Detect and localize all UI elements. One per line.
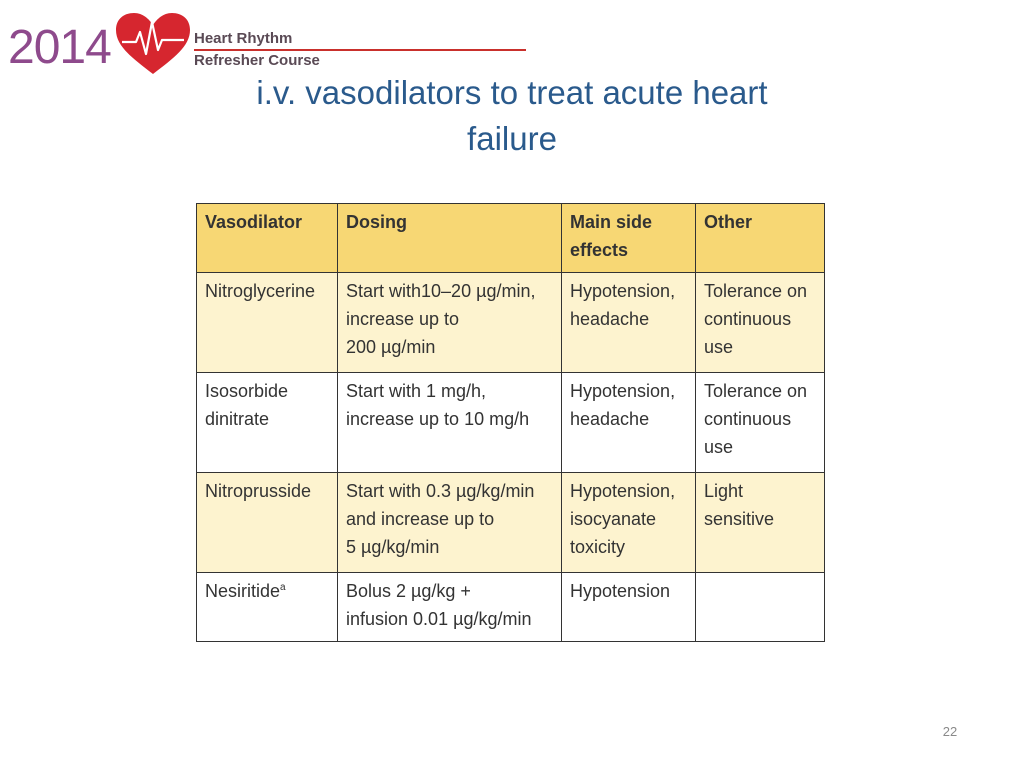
cell-text: Hypotension, [570, 281, 676, 301]
header-other-text: Other [704, 212, 753, 232]
logo-text-refresher-course: Refresher Course [194, 52, 320, 69]
logo-year: 2014 [8, 21, 112, 74]
footnote-marker: a [280, 582, 286, 593]
cell-text: sensitive [704, 509, 775, 529]
cell-side-effects: Hypotension, headache [561, 372, 696, 473]
cell-vasodilator: Nitroprusside [196, 472, 338, 573]
table-row: Nitroprusside Start with 0.3 µg/kg/min a… [196, 472, 825, 573]
cell-dosing: Start with10–20 µg/min, increase up to 2… [337, 272, 562, 373]
cell-text: use [704, 437, 734, 457]
cell-text: headache [570, 409, 650, 429]
table-row: Nitroglycerine Start with10–20 µg/min, i… [196, 272, 825, 373]
cell-text: dinitrate [205, 409, 270, 429]
cell-text: continuous [704, 309, 792, 329]
cell-text-line: Nesiritidea [205, 577, 331, 605]
header-other: Other [695, 203, 825, 273]
vasodilators-table: Vasodilator Dosing Main side effects Oth… [196, 203, 825, 642]
cell-other [695, 572, 825, 642]
cell-text: Start with 0.3 µg/kg/min [346, 481, 535, 501]
header-vasodilator-text: Vasodilator [205, 212, 303, 232]
cell-text: Tolerance on [704, 281, 808, 301]
cell-text: Nitroglycerine [205, 281, 316, 301]
header-dosing: Dosing [337, 203, 562, 273]
cell-side-effects: Hypotension [561, 572, 696, 642]
cell-vasodilator: Nitroglycerine [196, 272, 338, 373]
table-row: Isosorbide dinitrate Start with 1 mg/h, … [196, 372, 825, 473]
table-row: Nesiritidea Bolus 2 µg/kg + infusion 0.0… [196, 572, 825, 642]
header-main-side-effects: Main side effects [561, 203, 696, 273]
cell-text: isocyanate [570, 509, 657, 529]
header-side-effects-line-1: Main side [570, 212, 653, 232]
cell-text: continuous [704, 409, 792, 429]
cell-text: Hypotension, [570, 381, 676, 401]
heart-rhythm-logo-icon [116, 13, 190, 74]
cell-dosing: Bolus 2 µg/kg + infusion 0.01 µg/kg/min [337, 572, 562, 642]
cell-dosing: Start with 0.3 µg/kg/min and increase up… [337, 472, 562, 573]
logo-text-heart-rhythm: Heart Rhythm [194, 30, 293, 47]
course-logo: 2014 Heart Rhythm Refresher Course [8, 8, 528, 78]
header-side-effects-line-2: effects [570, 240, 629, 260]
table-header-row: Vasodilator Dosing Main side effects Oth… [196, 203, 825, 273]
cell-text: use [704, 337, 734, 357]
slide-title-line-2: failure [467, 120, 557, 157]
page-number: 22 [942, 724, 958, 739]
cell-text: Tolerance on [704, 381, 808, 401]
cell-vasodilator: Nesiritidea [196, 572, 338, 642]
cell-text: increase up to [346, 309, 460, 329]
logo-divider [194, 49, 526, 51]
slide-title: i.v. vasodilators to treat acute heart f… [212, 70, 812, 162]
cell-text: 200 µg/min [346, 337, 436, 357]
cell-side-effects: Hypotension, headache [561, 272, 696, 373]
cell-text: and increase up to [346, 509, 495, 529]
cell-text: increase up to 10 mg/h [346, 409, 530, 429]
cell-other: Tolerance on continuous use [695, 272, 825, 373]
cell-vasodilator: Isosorbide dinitrate [196, 372, 338, 473]
cell-other: Light sensitive [695, 472, 825, 573]
cell-text: infusion 0.01 µg/kg/min [346, 609, 532, 629]
cell-text: headache [570, 309, 650, 329]
cell-text: Nesiritide [205, 581, 281, 601]
cell-side-effects: Hypotension, isocyanate toxicity [561, 472, 696, 573]
cell-text: Bolus 2 µg/kg + [346, 581, 471, 601]
cell-other: Tolerance on continuous use [695, 372, 825, 473]
cell-text: Start with10–20 µg/min, [346, 281, 536, 301]
cell-text: toxicity [570, 537, 626, 557]
cell-text: Start with 1 mg/h, [346, 381, 487, 401]
header-dosing-text: Dosing [346, 212, 407, 232]
cell-dosing: Start with 1 mg/h, increase up to 10 mg/… [337, 372, 562, 473]
cell-text: Light [704, 481, 744, 501]
cell-text: Hypotension, [570, 481, 676, 501]
slide-title-line-1: i.v. vasodilators to treat acute heart [256, 74, 768, 111]
header-vasodilator: Vasodilator [196, 203, 338, 273]
cell-text: Isosorbide [205, 381, 289, 401]
cell-text: 5 µg/kg/min [346, 537, 440, 557]
cell-text: Hypotension [570, 581, 671, 601]
cell-text: Nitroprusside [205, 481, 312, 501]
